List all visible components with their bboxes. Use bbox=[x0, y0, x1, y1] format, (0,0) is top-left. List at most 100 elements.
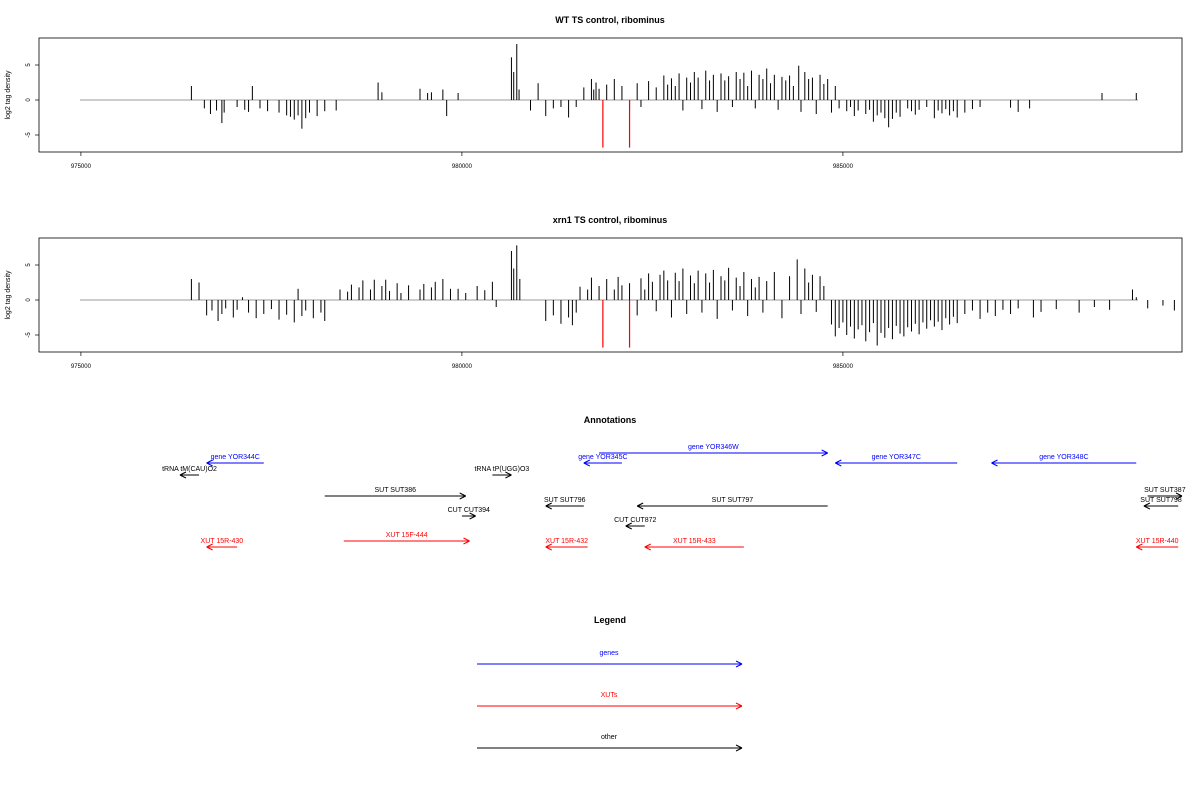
y-tick-label: 5 bbox=[26, 63, 32, 67]
annotation-label: gene YOR347C bbox=[872, 454, 921, 461]
legend-arrow-head bbox=[735, 660, 743, 665]
legend-label: other bbox=[601, 734, 618, 741]
annotation-label: gene YOR348C bbox=[1039, 454, 1088, 461]
annotation-items: gene YOR344C tRNA tM(CAU)O2 gene YOR345C ge… bbox=[162, 444, 1186, 551]
annotation-feature: SUT SUT797 bbox=[636, 497, 828, 510]
y-tick-label: 5 bbox=[26, 263, 32, 267]
annotation-label: CUT CUT394 bbox=[448, 507, 490, 514]
y-tick-label: 0 bbox=[26, 298, 32, 302]
legend-item: other bbox=[477, 734, 743, 752]
annotation-label: XUT 15R-440 bbox=[1136, 538, 1179, 545]
y-tick-label: -5 bbox=[26, 332, 32, 338]
annotation-arrow-head bbox=[835, 459, 842, 464]
annotation-feature: gene YOR347C bbox=[835, 454, 958, 467]
annotation-arrow-head bbox=[469, 512, 476, 517]
y-tick-label: 0 bbox=[26, 98, 32, 102]
annotation-label: XUT 15R-433 bbox=[673, 538, 716, 545]
annotation-feature: gene YOR346W bbox=[599, 444, 828, 457]
annotation-arrow-head bbox=[991, 459, 998, 464]
panel-xrn1-ylabel: log2 tag density bbox=[5, 270, 12, 320]
panel-wt-bars bbox=[80, 44, 1138, 148]
annotation-feature: XUT 15R-440 bbox=[1136, 538, 1179, 551]
annotation-feature: gene YOR348C bbox=[991, 454, 1137, 467]
annotation-label: gene YOR346W bbox=[688, 444, 739, 451]
annotation-arrow-head bbox=[505, 474, 512, 479]
annotation-feature: gene YOR344C bbox=[206, 454, 264, 467]
annotation-arrow-head bbox=[206, 462, 213, 467]
annotation-label: gene YOR344C bbox=[211, 454, 260, 461]
annotation-arrow-head bbox=[1136, 546, 1143, 551]
annotation-arrow-head bbox=[206, 459, 213, 464]
x-tick-label: 980000 bbox=[452, 164, 473, 170]
annotation-arrow-head bbox=[463, 537, 470, 542]
annotation-arrow-head bbox=[821, 449, 828, 454]
panel-xrn1-x-axis: 975000980000985000990000 bbox=[71, 352, 854, 370]
annotation-arrow-head bbox=[179, 474, 187, 479]
annotation-arrow-head bbox=[991, 462, 998, 467]
annotation-arrow-head bbox=[625, 522, 632, 527]
annotation-arrow-head bbox=[1143, 505, 1151, 510]
annotation-arrow-head bbox=[545, 505, 552, 510]
legend-item: genes bbox=[477, 650, 743, 668]
x-tick-label: 985000 bbox=[833, 164, 854, 170]
annotation-feature: XUT 15R-432 bbox=[545, 538, 588, 551]
annotation-label: tRNA tM(CAU)O2 bbox=[162, 466, 217, 473]
annotation-feature: CUT CUT872 bbox=[614, 517, 657, 530]
annotation-label: SUT SUT796 bbox=[544, 497, 586, 504]
annotation-label: SUT SUT798 bbox=[1140, 497, 1182, 504]
panel-wt-frame bbox=[38, 37, 1183, 153]
annotation-arrow-head bbox=[545, 543, 552, 548]
panel-xrn1: xrn1 TS control, ribominus log2 tag dens… bbox=[5, 215, 1183, 370]
annotation-feature: tRNA tM(CAU)O2 bbox=[162, 466, 217, 479]
annotation-arrow-head bbox=[469, 515, 476, 520]
annotation-arrow-head bbox=[206, 546, 213, 551]
annotation-arrow-head bbox=[463, 540, 470, 545]
legend-items: genes XUTs other bbox=[477, 650, 743, 752]
annotation-feature: SUT SUT798 bbox=[1140, 497, 1182, 510]
annotation-feature: SUT SUT387 bbox=[1144, 487, 1186, 500]
x-tick-label: 975000 bbox=[71, 364, 92, 370]
legend-arrow-head bbox=[735, 663, 743, 668]
panel-xrn1-bars bbox=[80, 245, 1175, 348]
x-tick-label: 980000 bbox=[452, 364, 473, 370]
annotation-arrow-head bbox=[625, 525, 632, 530]
legend-title: Legend bbox=[594, 615, 626, 625]
annotation-label: SUT SUT387 bbox=[1144, 487, 1186, 494]
annotation-label: tRNA tP(UGG)O3 bbox=[474, 466, 529, 473]
annotation-arrow-head bbox=[835, 462, 842, 467]
annotation-arrow-head bbox=[583, 462, 591, 467]
legend-arrow-head bbox=[735, 702, 743, 707]
panel-wt-x-axis: 975000980000985000990000 bbox=[71, 152, 854, 170]
annotation-feature: SUT SUT386 bbox=[324, 487, 466, 500]
panel-xrn1-title: xrn1 TS control, ribominus bbox=[553, 215, 668, 225]
legend-arrow-head bbox=[735, 747, 743, 752]
panel-xrn1-frame bbox=[38, 237, 1183, 353]
annotation-arrow-head bbox=[1175, 492, 1183, 497]
annotation-label: gene YOR345C bbox=[578, 454, 627, 461]
annotation-arrow-head bbox=[821, 452, 828, 457]
panel-wt-title: WT TS control, ribominus bbox=[555, 15, 665, 25]
annotation-label: XUT 15R-432 bbox=[545, 538, 588, 545]
annotation-label: SUT SUT386 bbox=[374, 487, 416, 494]
y-tick-label: -5 bbox=[26, 132, 32, 138]
legend-label: genes bbox=[599, 650, 619, 657]
annotation-arrow-head bbox=[179, 471, 187, 476]
panel-wt: WT TS control, ribominus log2 tag densit… bbox=[5, 15, 1183, 170]
annotation-label: XUT 15R-430 bbox=[201, 538, 244, 545]
annotation-arrow-head bbox=[636, 502, 644, 507]
annotation-arrow-head bbox=[1143, 502, 1151, 507]
annotation-feature: CUT CUT394 bbox=[448, 507, 490, 520]
annotation-arrow-head bbox=[1136, 543, 1143, 548]
annotation-arrow-head bbox=[459, 495, 466, 500]
annotation-feature: XUT 15R-433 bbox=[644, 538, 744, 551]
panel-wt-y-axis: -5 0 5 bbox=[26, 63, 39, 138]
annotation-feature: XUT 15F-444 bbox=[343, 532, 470, 545]
annotation-label: SUT SUT797 bbox=[712, 497, 754, 504]
legend-label: XUTs bbox=[601, 692, 618, 699]
annotation-label: CUT CUT872 bbox=[614, 517, 656, 524]
annotation-feature: SUT SUT796 bbox=[544, 497, 586, 510]
annotation-arrow-head bbox=[545, 546, 552, 551]
legend-item: XUTs bbox=[477, 692, 743, 710]
